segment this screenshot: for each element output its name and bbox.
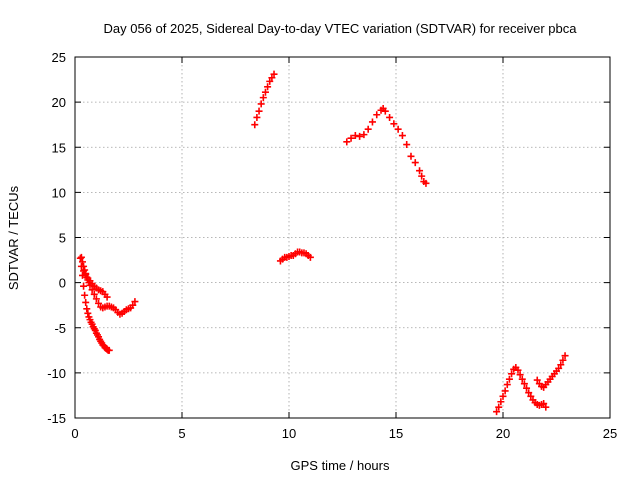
data-point xyxy=(518,375,526,383)
y-tick-label: 15 xyxy=(52,140,66,155)
data-point xyxy=(347,134,355,142)
data-point xyxy=(105,346,113,354)
data-point xyxy=(251,121,259,129)
data-point xyxy=(368,118,376,126)
data-point xyxy=(77,253,85,261)
data-point xyxy=(270,70,278,78)
data-point xyxy=(82,298,90,306)
data-point xyxy=(394,125,402,133)
data-point xyxy=(103,293,111,301)
data-point xyxy=(306,253,314,261)
data-point xyxy=(83,305,91,313)
y-tick-label: 0 xyxy=(59,276,66,291)
data-point xyxy=(495,403,503,411)
data-point xyxy=(95,299,103,307)
data-point xyxy=(129,301,137,309)
data-point xyxy=(514,366,522,374)
data-point xyxy=(516,371,524,379)
data-point xyxy=(268,74,276,82)
data-point xyxy=(527,392,535,400)
data-point xyxy=(540,400,548,408)
axis-ticks: 0 5 10 15 20 25 -15 -10 -5 0 5 10 15 20 25 xyxy=(47,50,617,441)
data-point xyxy=(78,258,86,266)
x-tick-label: 15 xyxy=(389,426,403,441)
x-tick-label: 10 xyxy=(282,426,296,441)
y-tick-label: -5 xyxy=(54,321,66,336)
data-point xyxy=(523,384,531,392)
data-point xyxy=(505,375,513,383)
y-tick-label: 25 xyxy=(52,50,66,65)
data-point xyxy=(259,94,267,102)
data-point xyxy=(542,403,550,411)
data-point xyxy=(555,364,563,372)
data-point xyxy=(561,352,569,360)
data-point xyxy=(88,286,96,294)
data-point xyxy=(84,309,92,317)
data-point xyxy=(416,167,424,175)
data-point xyxy=(253,113,261,121)
data-point xyxy=(390,120,398,128)
data-point xyxy=(407,152,415,160)
chart-title: Day 056 of 2025, Sidereal Day-to-day VTE… xyxy=(103,21,577,36)
data-point xyxy=(351,132,359,140)
x-tick-label: 25 xyxy=(603,426,617,441)
data-point xyxy=(418,172,426,180)
data-point xyxy=(80,267,88,275)
data-point xyxy=(343,138,351,146)
y-tick-label: 5 xyxy=(59,231,66,246)
data-point xyxy=(508,370,516,378)
y-tick-label: -10 xyxy=(47,366,66,381)
data-point xyxy=(503,381,511,389)
data-point xyxy=(403,141,411,149)
data-point xyxy=(557,361,565,369)
data-point xyxy=(266,77,274,85)
data-point xyxy=(81,266,89,274)
x-tick-label: 5 xyxy=(178,426,185,441)
x-tick-label: 0 xyxy=(71,426,78,441)
data-point xyxy=(525,389,533,397)
data-point xyxy=(559,356,567,364)
x-axis-label: GPS time / hours xyxy=(291,458,390,473)
data-point xyxy=(76,254,84,262)
grid-lines xyxy=(75,57,610,418)
data-point xyxy=(497,398,505,406)
data-point xyxy=(257,100,265,108)
data-point xyxy=(381,107,389,115)
data-point xyxy=(81,291,89,299)
data-point xyxy=(364,125,372,133)
data-point xyxy=(264,83,272,91)
data-point xyxy=(131,298,139,306)
data-point xyxy=(360,131,368,139)
data-point xyxy=(501,387,509,395)
data-point xyxy=(92,295,100,303)
x-tick-label: 20 xyxy=(496,426,510,441)
data-point xyxy=(261,88,269,96)
data-point xyxy=(499,392,507,400)
data-point xyxy=(80,282,88,290)
data-points xyxy=(76,70,569,416)
data-point xyxy=(411,159,419,167)
data-point xyxy=(422,179,430,187)
data-point xyxy=(520,380,528,388)
data-point xyxy=(255,107,263,115)
y-tick-label: -15 xyxy=(47,411,66,426)
data-point xyxy=(356,132,364,140)
y-tick-label: 10 xyxy=(52,185,66,200)
data-point xyxy=(386,113,394,121)
y-axis-label: SDTVAR / TECUs xyxy=(6,185,21,290)
data-point xyxy=(90,290,98,298)
data-point xyxy=(493,408,501,416)
y-tick-label: 20 xyxy=(52,95,66,110)
data-point xyxy=(398,132,406,140)
data-point xyxy=(533,376,541,384)
data-point xyxy=(82,271,90,279)
data-point xyxy=(373,111,381,119)
